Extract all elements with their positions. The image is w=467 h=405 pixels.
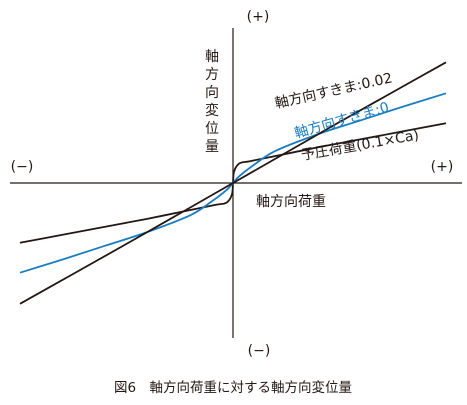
figure-caption: 図6 軸方向荷重に対する軸方向変位量 bbox=[114, 379, 352, 396]
x-axis-title: 軸方向荷重 bbox=[256, 194, 326, 210]
y-axis-title-char: 位 bbox=[205, 121, 219, 137]
y-axis-positive-label: (+) bbox=[247, 9, 270, 25]
x-axis-positive-label: (+) bbox=[431, 159, 454, 175]
series-line-preload bbox=[19, 61, 447, 305]
x-axis-negative-label: (−) bbox=[11, 159, 34, 175]
y-axis-title-char: 方 bbox=[205, 67, 219, 83]
y-axis-title-char: 変 bbox=[205, 102, 219, 119]
y-axis-title-char: 軸 bbox=[205, 49, 219, 65]
y-axis-title-char: 向 bbox=[205, 85, 219, 101]
series-group bbox=[19, 61, 447, 305]
y-axis-title-char: 量 bbox=[205, 139, 219, 155]
y-axis-negative-label: (−) bbox=[248, 343, 271, 359]
y-axis-title: 軸方向変位量 bbox=[205, 49, 219, 155]
